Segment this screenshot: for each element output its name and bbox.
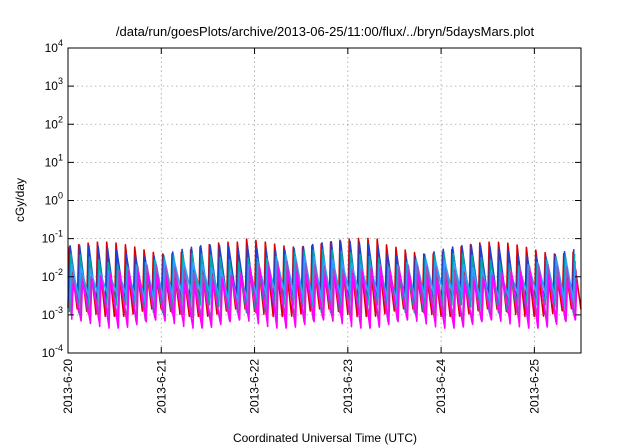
chart-title: /data/run/goesPlots/archive/2013-06-25/1…: [116, 24, 535, 39]
y-tick-label: 10-2: [42, 267, 63, 284]
series-line-4: [69, 255, 577, 303]
y-tick-label: 10-4: [42, 343, 63, 360]
y-axis: 10-4 10-3 10-2 10-1 100 101 102 103 104: [42, 38, 581, 360]
y-tick-label: 100: [45, 191, 63, 208]
x-tick-label: 2013-6-24: [434, 359, 448, 414]
y-axis-label: cGy/day: [13, 178, 27, 222]
y-tick-label: 10-3: [42, 305, 63, 322]
y-tick-label: 102: [45, 114, 63, 131]
x-tick-label: 2013-6-23: [341, 359, 355, 414]
y-tick-label: 101: [45, 152, 63, 169]
x-axis: 2013-6-20 2013-6-21 2013-6-22 2013-6-23 2013…: [61, 48, 541, 414]
y-tick-label: 10-1: [42, 229, 63, 246]
series-line-6: [70, 267, 578, 329]
x-axis-label: Coordinated Universal Time (UTC): [233, 431, 417, 445]
y-tick-label: 104: [45, 38, 63, 55]
x-tick-label: 2013-6-21: [154, 359, 168, 414]
y-tick-label: 103: [45, 76, 63, 93]
x-tick-label: 2013-6-25: [527, 359, 541, 414]
x-tick-label: 2013-6-20: [61, 359, 75, 414]
x-tick-label: 2013-6-22: [248, 359, 262, 414]
series-line-5: [70, 260, 577, 323]
series-layer: [67, 237, 582, 329]
